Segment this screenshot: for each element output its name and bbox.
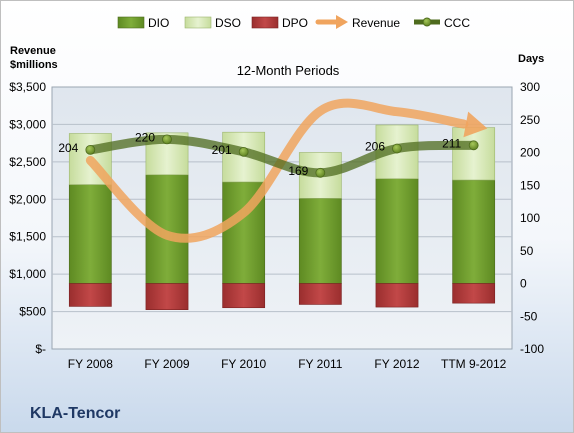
bar-dso — [452, 127, 496, 181]
left-tick-label: $2,000 — [9, 192, 46, 206]
right-tick-label: 100 — [520, 211, 540, 225]
legend-arrowhead-revenue — [336, 15, 348, 29]
bar-dpo — [68, 283, 112, 307]
ccc-data-label: 220 — [135, 130, 155, 144]
bar-dio — [68, 184, 112, 284]
ccc-data-label: 211 — [442, 136, 461, 150]
ccc-point — [238, 146, 249, 157]
left-tick-label: $- — [35, 342, 46, 356]
bar-dpo — [452, 283, 496, 304]
ccc-data-label: 201 — [212, 143, 232, 157]
right-tick-label: 150 — [520, 178, 540, 192]
ccc-series: 204 220 201 169 206 211 — [58, 130, 479, 178]
bar-dpo — [298, 283, 342, 305]
right-axis-title: Days — [518, 53, 545, 65]
legend-swatch-dpo — [251, 16, 279, 29]
revenue-arrowhead — [463, 111, 488, 138]
legend-marker-ccc — [422, 17, 432, 27]
bar-dio — [452, 179, 496, 284]
category-label: FY 2009 — [144, 357, 189, 371]
left-tick-label: $3,000 — [9, 117, 46, 131]
left-tick-label: $1,500 — [9, 230, 46, 244]
bar-dpo — [145, 283, 189, 311]
ccc-data-label: 169 — [288, 164, 308, 178]
category-label: FY 2008 — [68, 357, 113, 371]
category-label: FY 2012 — [374, 357, 419, 371]
plot-area — [51, 86, 513, 350]
bar-dio — [298, 198, 342, 284]
ccc-point — [392, 143, 402, 154]
right-tick-label: -100 — [520, 342, 544, 356]
bar-dpo — [222, 283, 266, 309]
tick-labels: $- $500 $1,000 $1,500 $2,000 $2,500 $3,000 $3,5… — [9, 80, 544, 371]
right-tick-label: 200 — [520, 146, 540, 160]
ccc-data-label: 204 — [58, 141, 78, 155]
right-tick-label: 300 — [520, 80, 540, 94]
legend-label-dso: DSO — [215, 16, 241, 30]
left-axis-title-line1: Revenue — [10, 45, 56, 57]
legend-swatch-dso — [184, 16, 212, 29]
legend-swatch-dio — [117, 16, 145, 29]
legend-label-dpo: DPO — [282, 16, 308, 30]
revenue-line — [85, 98, 469, 243]
bar-dio — [375, 178, 419, 284]
right-tick-label: 0 — [520, 277, 527, 291]
category-label: FY 2011 — [298, 357, 343, 371]
legend-label-dio: DIO — [148, 16, 169, 30]
legend-label-revenue: Revenue — [352, 16, 400, 30]
ccc-point — [85, 144, 96, 155]
legend-label-ccc: CCC — [444, 16, 470, 30]
ccc-data-label: 206 — [365, 140, 385, 154]
ccc-point — [162, 134, 172, 145]
right-tick-label: 250 — [520, 113, 540, 127]
left-axis-title: Revenue $millions — [10, 44, 58, 72]
left-tick-label: $500 — [19, 305, 46, 319]
ccc-point — [468, 140, 479, 151]
left-tick-label: $3,500 — [9, 80, 46, 94]
bar-dpo — [375, 283, 419, 308]
left-tick-label: $1,000 — [9, 267, 46, 281]
category-label: FY 2010 — [221, 357, 266, 371]
left-tick-label: $2,500 — [9, 155, 46, 169]
legend: DIO DSO DPO Revenue CCC — [117, 15, 470, 30]
category-label: TTM 9-2012 — [441, 357, 507, 371]
company-name: KLA-Tencor — [30, 405, 121, 422]
left-axis-title-line2: $millions — [10, 59, 58, 71]
ccc-point — [315, 167, 326, 178]
revenue-series — [85, 98, 488, 243]
right-tick-label: -50 — [520, 309, 538, 323]
chart-title: 12-Month Periods — [237, 63, 340, 78]
right-tick-label: 50 — [520, 244, 534, 258]
